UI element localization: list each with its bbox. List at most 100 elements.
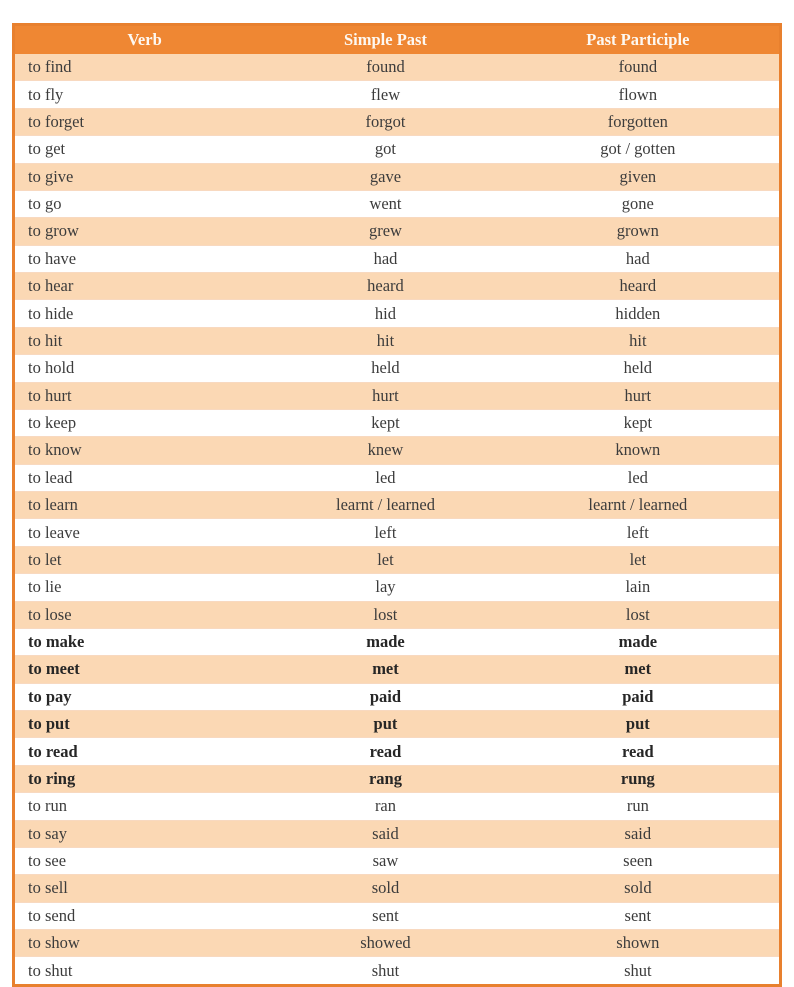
cell-past: went xyxy=(274,190,497,219)
cell-past: left xyxy=(274,518,497,547)
cell-verb: to hear xyxy=(13,272,275,301)
table-row: to lead led led xyxy=(13,464,781,493)
cell-verb: to see xyxy=(13,847,275,876)
table-row: to sell sold sold xyxy=(13,874,781,903)
table-row: to learn learnt / learned learnt / learned xyxy=(13,491,781,520)
header-simple-past: Simple Past xyxy=(274,24,497,54)
cell-verb: to put xyxy=(13,710,275,739)
cell-verb: to hold xyxy=(13,354,275,383)
cell-verb: to fly xyxy=(13,80,275,109)
table-row: to see saw seen xyxy=(13,847,781,876)
cell-verb: to forget xyxy=(13,108,275,137)
cell-verb: to lead xyxy=(13,464,275,493)
table-row: to send sent sent xyxy=(13,902,781,931)
table-row: to get got got / gotten xyxy=(13,135,781,164)
cell-participle: run xyxy=(496,792,781,821)
cell-past: heard xyxy=(274,272,497,301)
cell-participle: kept xyxy=(496,409,781,438)
cell-participle: rung xyxy=(496,765,781,794)
table-row: to say said said xyxy=(13,820,781,848)
cell-past: said xyxy=(274,820,497,848)
cell-participle: known xyxy=(496,436,781,465)
cell-participle: left xyxy=(496,518,781,547)
cell-participle: paid xyxy=(496,683,781,712)
cell-past: met xyxy=(274,655,497,684)
table-row: to hurt hurt hurt xyxy=(13,382,781,410)
cell-past: flew xyxy=(274,80,497,109)
cell-past: lay xyxy=(274,573,497,602)
cell-participle: found xyxy=(496,54,781,82)
cell-past: had xyxy=(274,245,497,274)
cell-verb: to run xyxy=(13,792,275,821)
cell-participle: held xyxy=(496,354,781,383)
cell-past: held xyxy=(274,354,497,383)
cell-past: ran xyxy=(274,792,497,821)
cell-past: forgot xyxy=(274,108,497,137)
cell-participle: made xyxy=(496,628,781,657)
cell-participle: read xyxy=(496,737,781,766)
table-row: to hold held held xyxy=(13,354,781,383)
cell-verb: to find xyxy=(13,54,275,82)
table-row: to know knew known xyxy=(13,436,781,465)
cell-verb: to meet xyxy=(13,655,275,684)
table-row: to make made made xyxy=(13,628,781,657)
table-row: to let let let xyxy=(13,546,781,575)
cell-past: let xyxy=(274,546,497,575)
cell-past: sent xyxy=(274,902,497,931)
cell-past: got xyxy=(274,135,497,164)
cell-participle: hit xyxy=(496,327,781,356)
header-verb: Verb xyxy=(13,24,275,54)
table-row: to hide hid hidden xyxy=(13,299,781,328)
cell-verb: to show xyxy=(13,929,275,958)
table-row: to find found found xyxy=(13,54,781,82)
cell-past: gave xyxy=(274,163,497,191)
cell-verb: to sell xyxy=(13,874,275,903)
cell-past: learnt / learned xyxy=(274,491,497,520)
table-row: to hear heard heard xyxy=(13,272,781,301)
cell-past: lost xyxy=(274,601,497,629)
cell-past: grew xyxy=(274,217,497,246)
cell-participle: flown xyxy=(496,80,781,109)
cell-participle: learnt / learned xyxy=(496,491,781,520)
cell-participle: grown xyxy=(496,217,781,246)
table-row: to shut shut shut xyxy=(13,956,781,986)
cell-past: knew xyxy=(274,436,497,465)
cell-verb: to lie xyxy=(13,573,275,602)
table-row: to lose lost lost xyxy=(13,601,781,629)
cell-past: showed xyxy=(274,929,497,958)
table-row: to fly flew flown xyxy=(13,80,781,109)
cell-past: paid xyxy=(274,683,497,712)
cell-verb: to hide xyxy=(13,299,275,328)
cell-past: found xyxy=(274,54,497,82)
cell-verb: to hit xyxy=(13,327,275,356)
cell-participle: lost xyxy=(496,601,781,629)
table-row: to show showed shown xyxy=(13,929,781,958)
cell-past: put xyxy=(274,710,497,739)
cell-verb: to pay xyxy=(13,683,275,712)
cell-participle: lain xyxy=(496,573,781,602)
table-row: to meet met met xyxy=(13,655,781,684)
table-row: to run ran run xyxy=(13,792,781,821)
cell-verb: to know xyxy=(13,436,275,465)
cell-participle: led xyxy=(496,464,781,493)
table-row: to keep kept kept xyxy=(13,409,781,438)
cell-verb: to make xyxy=(13,628,275,657)
cell-past: kept xyxy=(274,409,497,438)
cell-participle: shut xyxy=(496,956,781,986)
table-row: to pay paid paid xyxy=(13,683,781,712)
cell-verb: to send xyxy=(13,902,275,931)
irregular-verbs-table: Verb Simple Past Past Participle to find… xyxy=(12,23,782,987)
cell-participle: let xyxy=(496,546,781,575)
table-row: to put put put xyxy=(13,710,781,739)
cell-verb: to learn xyxy=(13,491,275,520)
cell-verb: to get xyxy=(13,135,275,164)
cell-verb: to hurt xyxy=(13,382,275,410)
cell-participle: given xyxy=(496,163,781,191)
cell-verb: to keep xyxy=(13,409,275,438)
cell-verb: to shut xyxy=(13,956,275,986)
cell-past: rang xyxy=(274,765,497,794)
cell-participle: heard xyxy=(496,272,781,301)
cell-past: hid xyxy=(274,299,497,328)
cell-verb: to give xyxy=(13,163,275,191)
cell-participle: put xyxy=(496,710,781,739)
